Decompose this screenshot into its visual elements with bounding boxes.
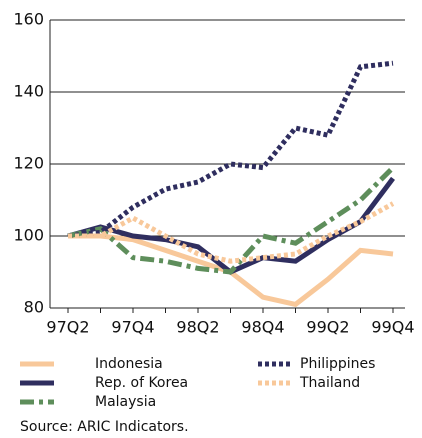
x-tick-label: 98Q2 xyxy=(176,318,219,337)
legend-label: Philippines xyxy=(300,356,375,372)
x-tick-label: 97Q4 xyxy=(111,318,154,337)
series-line xyxy=(67,165,395,275)
source-note: Source: ARIC Indicators. xyxy=(20,419,189,435)
x-tick-label: 98Q4 xyxy=(241,318,284,337)
legend-label: Rep. of Korea xyxy=(95,375,188,391)
x-tick-label: 97Q2 xyxy=(46,318,89,337)
series-line xyxy=(68,201,395,264)
y-tick-label: 140 xyxy=(13,82,44,101)
y-tick-label: 100 xyxy=(13,226,44,245)
x-tick-label: 99Q4 xyxy=(371,318,414,337)
legend-label: Indonesia xyxy=(95,356,163,372)
y-tick-label: 120 xyxy=(13,154,44,173)
series-line xyxy=(67,60,394,239)
legend-label: Thailand xyxy=(299,375,360,391)
y-tick-label: 160 xyxy=(13,10,44,29)
legend-label: Malaysia xyxy=(95,394,156,410)
y-tick-label: 80 xyxy=(24,298,44,317)
x-tick-label: 99Q2 xyxy=(306,318,349,337)
